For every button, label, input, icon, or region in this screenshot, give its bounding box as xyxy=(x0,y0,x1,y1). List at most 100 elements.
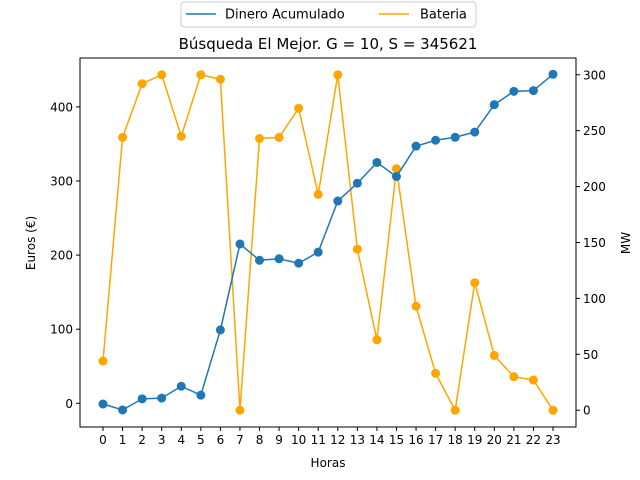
data-point-dinero-acumulado xyxy=(98,399,108,409)
x-tick-label: 14 xyxy=(369,433,384,447)
y-right-tick-label: 250 xyxy=(583,124,606,138)
x-tick-label: 0 xyxy=(99,433,107,447)
x-tick-label: 17 xyxy=(428,433,443,447)
x-tick-label: 8 xyxy=(256,433,264,447)
y-right-axis-label: MW xyxy=(619,232,633,254)
x-tick-label: 7 xyxy=(236,433,244,447)
data-point-bateria xyxy=(411,301,421,311)
x-tick-label: 19 xyxy=(467,433,482,447)
data-point-dinero-acumulado xyxy=(235,239,245,249)
data-point-dinero-acumulado xyxy=(509,86,519,96)
data-point-bateria xyxy=(176,131,186,141)
data-point-dinero-acumulado xyxy=(489,100,499,110)
data-point-bateria xyxy=(274,132,284,142)
data-point-dinero-acumulado xyxy=(157,393,167,403)
data-point-dinero-acumulado xyxy=(548,69,558,79)
data-point-dinero-acumulado xyxy=(176,381,186,391)
data-point-dinero-acumulado xyxy=(528,86,538,96)
data-point-bateria xyxy=(313,189,323,199)
y-left-tick-label: 300 xyxy=(50,175,73,189)
legend-label-bateria: Bateria xyxy=(420,8,467,23)
data-point-bateria xyxy=(137,79,147,89)
y-right-tick-label: 300 xyxy=(583,68,606,82)
y-right-tick-label: 0 xyxy=(583,404,591,418)
y-left-axis-label: Euros (€) xyxy=(24,216,38,270)
legend-frame xyxy=(180,1,477,28)
data-point-bateria xyxy=(196,70,206,80)
x-tick-label: 6 xyxy=(217,433,225,447)
x-tick-label: 23 xyxy=(545,433,560,447)
plot-frame xyxy=(79,57,577,428)
data-point-bateria xyxy=(391,164,401,174)
data-point-dinero-acumulado xyxy=(255,255,265,265)
legend-label-dinero: Dinero Acumulado xyxy=(225,8,345,23)
data-point-bateria xyxy=(450,405,460,415)
data-point-dinero-acumulado xyxy=(470,127,480,137)
data-point-bateria xyxy=(372,335,382,345)
y-right-tick-label: 200 xyxy=(583,180,606,194)
x-tick-label: 18 xyxy=(448,433,463,447)
data-point-dinero-acumulado xyxy=(274,254,284,264)
x-axis-label: Horas xyxy=(311,456,346,470)
data-point-bateria xyxy=(431,368,441,378)
y-right-tick-label: 100 xyxy=(583,292,606,306)
y-right-axis-ticks: 0 50 100 150 200 250 300 xyxy=(576,68,606,418)
data-point-bateria xyxy=(235,405,245,415)
series-line-dinero-acumulado xyxy=(102,73,554,411)
chart-title: Búsqueda El Mejor. G = 10, S = 345621 xyxy=(179,35,478,53)
x-tick-label: 15 xyxy=(389,433,404,447)
x-tick-label: 10 xyxy=(291,433,306,447)
data-point-bateria xyxy=(352,244,362,254)
data-point-bateria xyxy=(255,134,265,144)
data-point-bateria xyxy=(509,372,519,382)
data-point-dinero-acumulado xyxy=(411,141,421,151)
y-left-tick-label: 400 xyxy=(50,100,73,114)
data-point-bateria xyxy=(548,405,558,415)
x-tick-label: 4 xyxy=(177,433,185,447)
data-point-bateria xyxy=(333,70,343,80)
x-tick-label: 2 xyxy=(138,433,146,447)
data-point-dinero-acumulado xyxy=(333,196,343,206)
data-point-bateria xyxy=(157,70,167,80)
x-axis-ticks: 0 1 2 3 4 5 6 7 8 9 10 11 12 13 14 15 16 17 18 19 20 21 22 23 xyxy=(99,427,561,447)
y-right-tick-label: 50 xyxy=(583,348,598,362)
data-point-bateria xyxy=(98,356,108,366)
data-point-bateria xyxy=(118,132,128,142)
data-point-bateria xyxy=(470,278,480,288)
y-left-tick-label: 0 xyxy=(65,397,73,411)
x-tick-label: 20 xyxy=(487,433,502,447)
data-point-bateria xyxy=(215,74,225,84)
data-point-dinero-acumulado xyxy=(391,172,401,182)
legend: Dinero Acumulado Bateria xyxy=(180,1,477,28)
x-tick-label: 5 xyxy=(197,433,205,447)
data-point-dinero-acumulado xyxy=(450,132,460,142)
data-point-dinero-acumulado xyxy=(196,390,206,400)
data-point-dinero-acumulado xyxy=(431,135,441,145)
data-point-dinero-acumulado xyxy=(372,157,382,167)
x-tick-label: 1 xyxy=(119,433,127,447)
x-tick-label: 3 xyxy=(158,433,166,447)
data-point-dinero-acumulado xyxy=(313,247,323,257)
x-tick-label: 9 xyxy=(275,433,283,447)
x-tick-label: 11 xyxy=(311,433,326,447)
y-left-axis-ticks: 0 100 200 300 400 xyxy=(50,100,80,411)
data-point-dinero-acumulado xyxy=(294,258,304,268)
data-point-dinero-acumulado xyxy=(137,394,147,404)
x-tick-label: 21 xyxy=(506,433,521,447)
data-point-dinero-acumulado xyxy=(215,325,225,335)
data-point-bateria xyxy=(528,375,538,385)
x-tick-label: 12 xyxy=(330,433,345,447)
y-right-tick-label: 150 xyxy=(583,236,606,250)
x-tick-label: 22 xyxy=(526,433,541,447)
data-point-dinero-acumulado xyxy=(118,405,128,415)
y-left-tick-label: 200 xyxy=(50,249,73,263)
x-tick-label: 16 xyxy=(408,433,423,447)
data-point-bateria xyxy=(294,103,304,113)
data-point-dinero-acumulado xyxy=(352,178,362,188)
data-point-bateria xyxy=(489,350,499,360)
series-layer xyxy=(98,69,558,415)
series-line-bateria xyxy=(102,74,554,411)
y-left-tick-label: 100 xyxy=(50,323,73,337)
x-tick-label: 13 xyxy=(350,433,365,447)
